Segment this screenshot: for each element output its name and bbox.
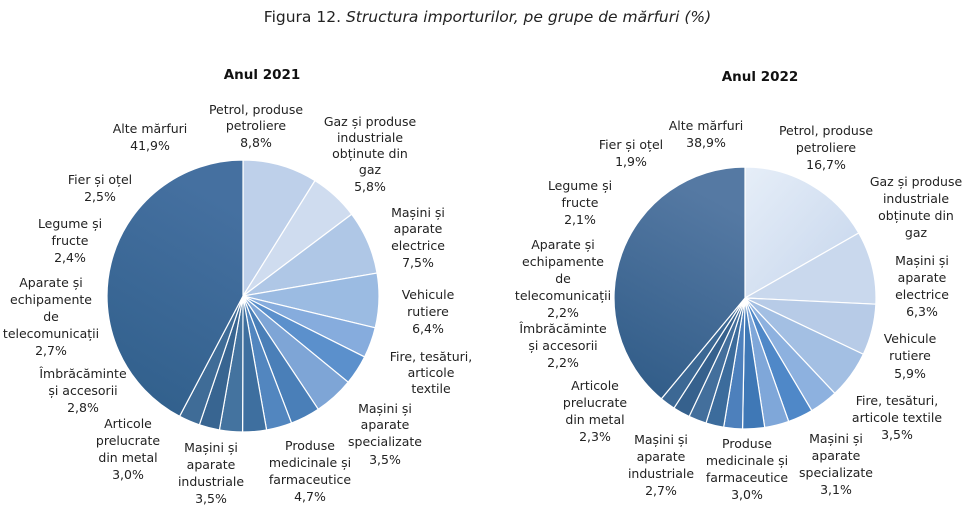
svg-text:6,4%: 6,4% xyxy=(412,321,444,336)
slice-label-2021-legume: Legume și fructe 2,4% xyxy=(38,216,102,265)
svg-text:2,4%: 2,4% xyxy=(54,250,86,265)
svg-text:2,2%: 2,2% xyxy=(547,305,579,320)
svg-text:3,1%: 3,1% xyxy=(820,482,852,497)
pie-slices-2022 xyxy=(613,166,877,430)
svg-text:2,7%: 2,7% xyxy=(645,483,677,498)
svg-text:2,3%: 2,3% xyxy=(579,429,611,444)
pie-slice-2021-alte-marfuri xyxy=(106,159,244,418)
svg-text:Alte mărfuri: Alte mărfuri xyxy=(669,118,744,133)
slice-label-2021-masini-electrice: Mașini și aparate electrice 7,5% xyxy=(391,205,445,270)
svg-text:16,7%: 16,7% xyxy=(806,157,846,172)
svg-text:8,8%: 8,8% xyxy=(240,135,272,150)
slice-label-2021-masini-specializate: Mașini și aparate specializate 3,5% xyxy=(348,401,422,467)
slice-label-2022-masini-specializate: Mașini și aparate specializate 3,1% xyxy=(799,431,873,497)
svg-text:Fire, tesături,articole textil: Fire, tesături, articole textile xyxy=(852,393,942,425)
svg-text:38,9%: 38,9% xyxy=(686,135,726,150)
figure-title-prefix: Figura 12. xyxy=(263,8,342,26)
pie-slice-2022-petrol-produse-petroliere xyxy=(744,166,860,300)
slice-label-2021-fier: Fier și oțel 2,5% xyxy=(68,172,132,204)
svg-text:3,0%: 3,0% xyxy=(112,467,144,482)
slice-label-2022-gaz: Gaz și produse industriale obținute din gaz xyxy=(870,174,963,240)
chart-title-2021: Anul 2021 xyxy=(224,67,301,83)
slice-label-2022-produse-medicinale: Produse medicinale și farmaceutice 3,0% xyxy=(706,436,789,502)
slice-label-2022-vehicule: Vehicule rutiere 5,9% xyxy=(884,331,937,381)
svg-text:2,8%: 2,8% xyxy=(67,400,99,415)
svg-text:2,7%: 2,7% xyxy=(35,343,67,358)
pie-chart-2022: Anul 2022 Alte mărfuri 38,9% Fier și oțe… xyxy=(515,69,963,502)
slice-label-2021-articole-metal: Articole prelucrate din metal 3,0% xyxy=(96,416,160,482)
svg-text:3,5%: 3,5% xyxy=(195,491,227,506)
slice-label-2022-petrol: Petrol, produse petroliere 16,7% xyxy=(779,123,873,172)
svg-text:3,0%: 3,0% xyxy=(731,487,763,502)
slice-label-2021-vehicule: Vehicule rutiere 6,4% xyxy=(402,287,455,336)
svg-text:41,9%: 41,9% xyxy=(130,138,170,153)
svg-text:1,9%: 1,9% xyxy=(615,154,647,169)
slice-label-2021-gaz: Gaz și produse industriale obținute din gaz… xyxy=(324,114,417,194)
svg-text:2,5%: 2,5% xyxy=(84,189,116,204)
svg-text:5,9%: 5,9% xyxy=(894,366,926,381)
slice-label-2021-alte-marfuri: Alte mărfuri 41,9% xyxy=(113,121,188,153)
slice-label-2022-alte-marfuri: Alte mărfuri 38,9% xyxy=(669,118,744,150)
svg-text:3,5%: 3,5% xyxy=(369,452,401,467)
pie-slice-2022-alte-marfuri xyxy=(613,166,746,400)
slice-label-2021-telecom: Aparate și echipamente de telecomunicații 2… xyxy=(3,275,99,358)
svg-text:3,5%: 3,5% xyxy=(881,427,913,442)
svg-text:Alte mărfuri: Alte mărfuri xyxy=(113,121,188,136)
slice-label-2022-masini-industriale: Mașini și aparate industriale 2,7% xyxy=(628,432,694,498)
pie-chart-2021: Anul 2021 Alte mărfuri 41,9% Petrol, pro… xyxy=(3,67,472,506)
svg-text:4,7%: 4,7% xyxy=(294,489,326,504)
svg-text:Fier și oțel: Fier și oțel xyxy=(68,172,132,187)
slice-label-2021-fire: Fire, tesături, articole textile xyxy=(390,349,472,396)
svg-text:2,2%: 2,2% xyxy=(547,355,579,370)
slice-label-2022-articole-metal: Articole prelucrate din metal 2,3% xyxy=(563,378,627,444)
slice-label-2022-telecom: Aparate și echipamente de telecomunicații 2… xyxy=(515,237,611,320)
slice-label-2022-masini-electrice: Mașini și aparate electrice 6,3% xyxy=(895,253,949,319)
svg-text:Fier și oțel: Fier și oțel xyxy=(599,137,663,152)
pie-slices-2021 xyxy=(106,159,380,433)
slice-label-2022-fire: Fire, tesături, articole textile 3,5% xyxy=(852,393,942,442)
svg-text:2,1%: 2,1% xyxy=(564,212,596,227)
slice-label-2022-fier: Fier și oțel 1,9% xyxy=(599,137,663,169)
svg-text:7,5%: 7,5% xyxy=(402,255,434,270)
svg-text:5,8%: 5,8% xyxy=(354,179,386,194)
chart-title-2022: Anul 2022 xyxy=(722,69,799,85)
slice-label-2021-petrol: Petrol, produse petroliere 8,8% xyxy=(209,102,303,150)
slice-label-2022-imbracaminte: Îmbrăcăminte și accesorii 2,2% xyxy=(518,321,607,370)
slice-label-2021-imbracaminte: Îmbrăcăminte și accesorii 2,8% xyxy=(38,366,127,415)
slice-label-2021-produse-medicinale: Produse medicinale și farmaceutice 4,7% xyxy=(269,438,352,504)
figure-title: Figura 12. Structura importurilor, pe gr… xyxy=(0,8,975,26)
svg-text:6,3%: 6,3% xyxy=(906,304,938,319)
figure-title-text: Structura importurilor, pe grupe de mărf… xyxy=(345,8,712,26)
slice-label-2021-masini-industriale: Mașini și aparate industriale 3,5% xyxy=(178,440,244,506)
slice-label-2022-legume: Legume și fructe 2,1% xyxy=(548,178,612,227)
